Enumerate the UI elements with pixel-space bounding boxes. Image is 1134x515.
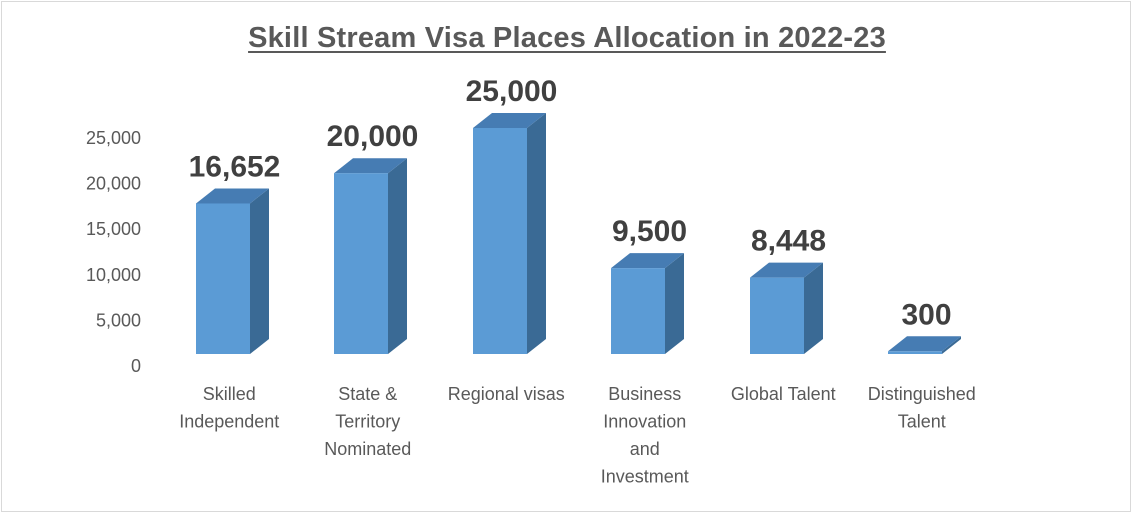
- x-category-label: State & Territory Nominated: [324, 384, 411, 459]
- bar-front-face: [334, 173, 388, 354]
- bar-top-face: [334, 158, 407, 174]
- bar-side-face: [527, 113, 546, 354]
- data-label: 20,000: [327, 120, 419, 153]
- data-label: 16,652: [189, 150, 281, 183]
- bar-front-face: [888, 351, 942, 354]
- x-category-label: Regional visas: [448, 384, 565, 404]
- bar-top-face: [750, 262, 823, 278]
- y-tick-label: 20,000: [86, 174, 141, 194]
- bar-side-face: [942, 336, 961, 354]
- bar: [196, 188, 269, 354]
- data-label: 25,000: [466, 75, 558, 108]
- x-category-label: Skilled Independent: [179, 384, 279, 432]
- x-category-label: Global Talent: [731, 384, 836, 404]
- bar: [334, 158, 407, 354]
- bar: [750, 262, 823, 354]
- bar-front-face: [750, 277, 804, 354]
- bar-front-face: [196, 203, 250, 354]
- bar-side-face: [388, 158, 407, 354]
- bar-front-face: [473, 128, 527, 354]
- x-category-label: Business Innovation and Investment: [601, 384, 689, 487]
- y-tick-label: 0: [131, 356, 141, 376]
- x-category-label: Distinguished Talent: [868, 384, 976, 432]
- bar: [473, 113, 546, 354]
- chart-title: Skill Stream Visa Places Allocation in 2…: [248, 22, 886, 54]
- bar-top-face: [196, 188, 269, 204]
- y-tick-label: 10,000: [86, 265, 141, 285]
- bar-top-face: [611, 253, 684, 269]
- data-label: 300: [901, 298, 951, 331]
- bar-side-face: [665, 253, 684, 354]
- bar-side-face: [250, 188, 269, 354]
- y-tick-label: 25,000: [86, 128, 141, 148]
- bar-front-face: [611, 268, 665, 354]
- y-tick-label: 5,000: [96, 310, 141, 330]
- bar: [611, 253, 684, 354]
- bar-side-face: [804, 262, 823, 354]
- y-tick-label: 15,000: [86, 219, 141, 239]
- bar-top-face: [473, 113, 546, 128]
- data-label: 8,448: [751, 225, 826, 258]
- data-label: 9,500: [612, 215, 687, 248]
- bar: [888, 336, 961, 354]
- bar-top-face: [888, 336, 961, 352]
